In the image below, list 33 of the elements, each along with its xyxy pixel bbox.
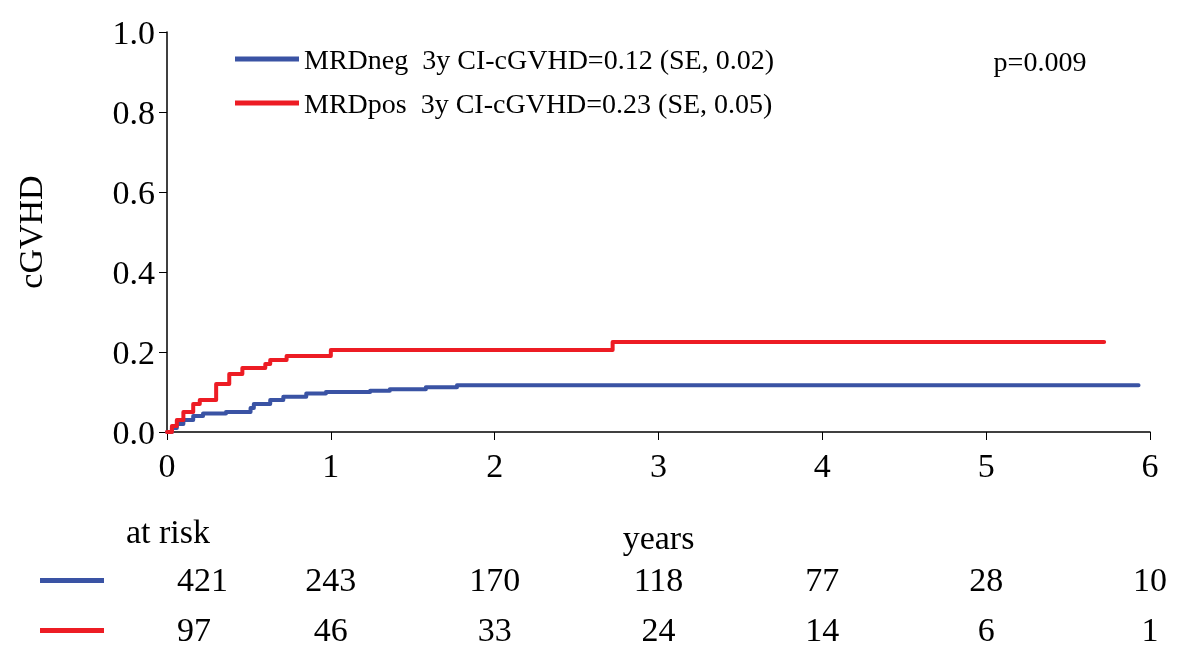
x-tick-label: 2 xyxy=(486,446,504,484)
x-tick-label: 5 xyxy=(977,446,995,484)
y-tick-label: 0.8 xyxy=(112,93,155,131)
y-tick-label: 1.0 xyxy=(112,13,155,51)
annotation: p=0.009 xyxy=(993,46,1087,77)
x-tick-label: 6 xyxy=(1141,446,1159,484)
y-axis-title: cGVHD xyxy=(11,175,49,289)
text: 118 xyxy=(633,561,684,598)
text: 77 xyxy=(805,561,840,598)
text: 97 xyxy=(177,611,211,648)
text: 6 xyxy=(977,611,995,648)
text: 243 xyxy=(305,561,357,598)
text: 24 xyxy=(641,611,676,648)
y-tick-label: 0.0 xyxy=(112,413,155,451)
text: 33 xyxy=(477,611,512,648)
text: 421 xyxy=(177,561,228,598)
text: 10 xyxy=(1133,561,1167,598)
x-tick-label: 0 xyxy=(158,446,176,484)
text: at risk xyxy=(125,513,211,550)
y-tick-label: 0.2 xyxy=(112,333,155,371)
text: 28 xyxy=(969,561,1004,598)
legend-label: MRDneg 3y CI-cGVHD=0.12 (SE, 0.02) xyxy=(304,43,774,75)
text: 170 xyxy=(469,561,521,598)
text: 46 xyxy=(313,611,348,648)
x-tick-label: 1 xyxy=(322,446,340,484)
text: 1 xyxy=(1141,611,1159,648)
text: 14 xyxy=(805,611,840,648)
y-tick-label: 0.4 xyxy=(112,253,155,291)
x-tick-label: 4 xyxy=(813,446,831,484)
y-tick-label: 0.6 xyxy=(112,173,155,211)
x-tick-label: 3 xyxy=(650,446,667,484)
legend-label: MRDpos 3y CI-cGVHD=0.23 (SE, 0.05) xyxy=(304,87,773,119)
x-axis-title: years xyxy=(622,518,695,556)
